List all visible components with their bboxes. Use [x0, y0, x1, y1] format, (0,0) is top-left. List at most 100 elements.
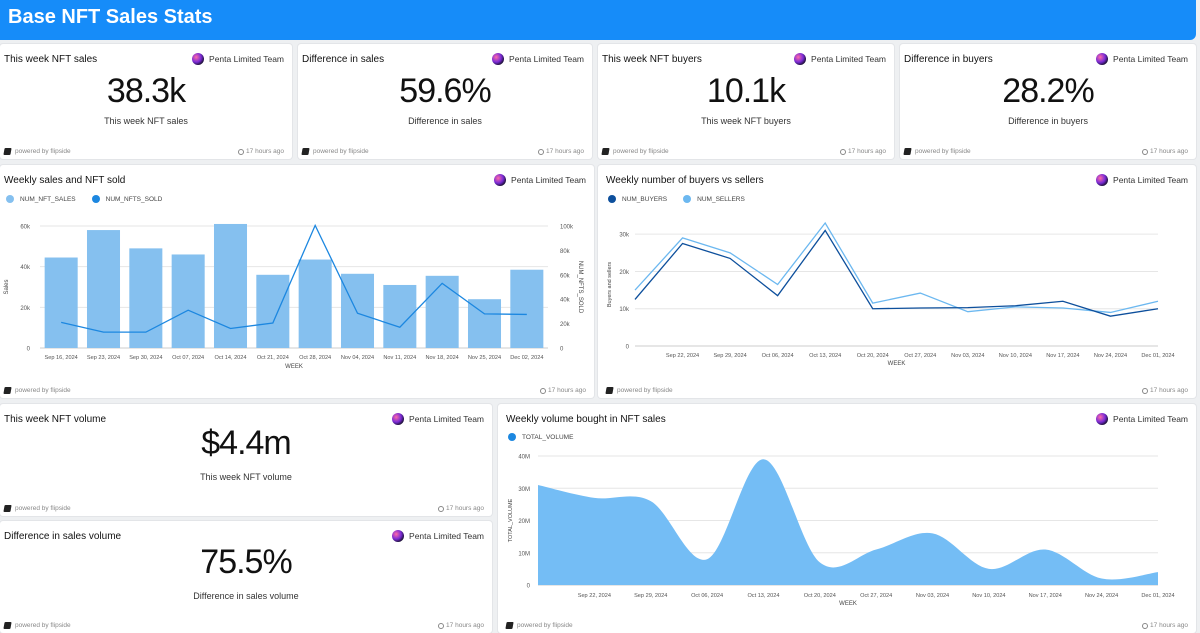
- powered-text: powered by flipside: [613, 148, 669, 155]
- team-logo-icon: [392, 530, 405, 542]
- powered-by[interactable]: powered by flipside: [301, 148, 369, 155]
- legend-item-sales[interactable]: NUM_NFT_SALES: [6, 195, 76, 203]
- team-name: Penta Limited Team: [409, 531, 484, 541]
- x-tick-label: Nov 04, 2024: [341, 355, 374, 361]
- powered-by[interactable]: powered by flipside: [903, 148, 971, 155]
- chart-weekly-sales: 0 20k 40k 60k 0 20k 40k 60k 80k 100k Sep 16, 2024 S…: [4, 223, 583, 370]
- team-logo-icon: [494, 174, 507, 186]
- updated-time: 17 hours ago: [238, 148, 284, 155]
- y-tick-label: 30k: [619, 233, 630, 239]
- powered-by[interactable]: powered by flipside: [605, 387, 673, 394]
- bar: [213, 223, 248, 348]
- legend-item-volume[interactable]: TOTAL_VOLUME: [508, 433, 573, 441]
- x-tick-label: Nov 11, 2024: [383, 355, 416, 361]
- flipside-icon: [3, 505, 12, 512]
- updated-text: 17 hours ago: [848, 148, 886, 155]
- legend-item-sellers[interactable]: NUM_SELLERS: [683, 195, 745, 203]
- y-tick-label: 0: [527, 584, 531, 590]
- team-logo-icon: [1096, 413, 1109, 425]
- team-name: Penta Limited Team: [1113, 414, 1188, 424]
- kpi-value: 10.1k: [706, 72, 786, 110]
- y2-tick-label: 0: [560, 347, 564, 353]
- powered-by[interactable]: powered by flipside: [3, 387, 71, 394]
- x-tick-label: Nov 24, 2024: [1085, 593, 1118, 599]
- x-tick-label: Dec 02, 2024: [510, 355, 543, 361]
- team-tag[interactable]: Penta Limited Team: [794, 53, 886, 65]
- powered-text: powered by flipside: [617, 387, 673, 394]
- team-tag[interactable]: Penta Limited Team: [1096, 174, 1188, 186]
- kpi-label: This week NFT buyers: [701, 116, 791, 126]
- team-tag[interactable]: Penta Limited Team: [494, 174, 586, 186]
- clock-icon: [540, 387, 547, 394]
- x-tick-label: Nov 03, 2024: [951, 353, 984, 359]
- kpi-value: $4.4m: [201, 424, 292, 462]
- clock-icon: [238, 148, 245, 155]
- legend-item-buyers[interactable]: NUM_BUYERS: [608, 195, 667, 203]
- clock-icon: [1142, 148, 1149, 155]
- team-tag[interactable]: Penta Limited Team: [1096, 413, 1188, 425]
- kpi-card-volume: This week NFT volume Penta Limited Team …: [0, 404, 492, 516]
- powered-by[interactable]: powered by flipside: [601, 148, 669, 155]
- x-tick-label: Dec 01, 2024: [1141, 593, 1174, 599]
- card-title: Weekly sales and NFT sold: [4, 175, 126, 186]
- team-tag[interactable]: Penta Limited Team: [492, 53, 584, 65]
- x-tick-label: Nov 25, 2024: [468, 355, 501, 361]
- x-tick-label: Sep 22, 2024: [666, 353, 699, 359]
- x-tick-label: Oct 13, 2024: [809, 353, 841, 359]
- y2-tick-label: 60k: [560, 273, 571, 279]
- updated-text: 17 hours ago: [1150, 622, 1188, 629]
- legend-label: NUM_NFT_SALES: [20, 195, 76, 203]
- bar: [129, 248, 163, 348]
- x-tick-label: Oct 07, 2024: [172, 355, 204, 361]
- powered-text: powered by flipside: [15, 505, 71, 512]
- updated-text: 17 hours ago: [1150, 148, 1188, 155]
- chart-legend: TOTAL_VOLUME: [508, 433, 589, 441]
- x-tick-label: Nov 18, 2024: [426, 355, 459, 361]
- line-series-num_sellers: [634, 221, 1159, 314]
- kpi-label: Difference in buyers: [1008, 116, 1088, 126]
- powered-text: powered by flipside: [15, 387, 71, 394]
- powered-text: powered by flipside: [517, 622, 573, 629]
- powered-text: powered by flipside: [15, 148, 71, 155]
- powered-by[interactable]: powered by flipside: [505, 622, 573, 629]
- y-tick-label: 10k: [619, 307, 630, 313]
- x-tick-label: Sep 22, 2024: [578, 593, 611, 599]
- team-tag[interactable]: Penta Limited Team: [392, 413, 484, 425]
- x-axis-label: WEEK: [839, 601, 857, 607]
- x-axis-label: WEEK: [888, 361, 906, 367]
- updated-time: 17 hours ago: [1142, 622, 1188, 629]
- kpi-card-diff-sales: Difference in sales Penta Limited Team 5…: [298, 44, 592, 159]
- team-tag[interactable]: Penta Limited Team: [1096, 53, 1188, 65]
- updated-text: 17 hours ago: [546, 148, 584, 155]
- team-logo-icon: [392, 413, 405, 425]
- card-title: Weekly volume bought in NFT sales: [506, 414, 666, 425]
- x-tick-label: Oct 27, 2024: [860, 593, 892, 599]
- x-tick-label: Sep 30, 2024: [129, 355, 162, 361]
- updated-time: 17 hours ago: [438, 622, 484, 629]
- bar: [44, 257, 78, 348]
- card-title: Difference in sales: [302, 54, 385, 65]
- x-tick-label: Oct 21, 2024: [257, 355, 289, 361]
- team-tag[interactable]: Penta Limited Team: [392, 530, 484, 542]
- kpi-value: 75.5%: [200, 543, 292, 581]
- legend-dot: [508, 433, 516, 441]
- legend-item-sold[interactable]: NUM_NFTS_SOLD: [91, 195, 162, 203]
- powered-by[interactable]: powered by flipside: [3, 505, 71, 512]
- team-name: Penta Limited Team: [811, 54, 886, 64]
- kpi-value: 38.3k: [106, 72, 186, 110]
- flipside-icon: [601, 148, 610, 155]
- powered-by[interactable]: powered by flipside: [3, 148, 71, 155]
- team-name: Penta Limited Team: [511, 175, 586, 185]
- chart-card-weekly-sales: Weekly sales and NFT sold Penta Limited …: [0, 165, 594, 398]
- team-name: Penta Limited Team: [509, 54, 584, 64]
- legend-label: TOTAL_VOLUME: [522, 433, 574, 441]
- legend-dot: [683, 195, 692, 203]
- team-tag[interactable]: Penta Limited Team: [192, 53, 284, 65]
- kpi-value: 28.2%: [1002, 72, 1094, 110]
- kpi-label: This week NFT sales: [104, 116, 188, 126]
- flipside-icon: [903, 148, 912, 155]
- x-tick-label: Nov 10, 2024: [999, 353, 1032, 359]
- x-axis-label: WEEK: [285, 364, 303, 370]
- x-tick-label: Oct 06, 2024: [691, 593, 723, 599]
- powered-by[interactable]: powered by flipside: [3, 622, 71, 629]
